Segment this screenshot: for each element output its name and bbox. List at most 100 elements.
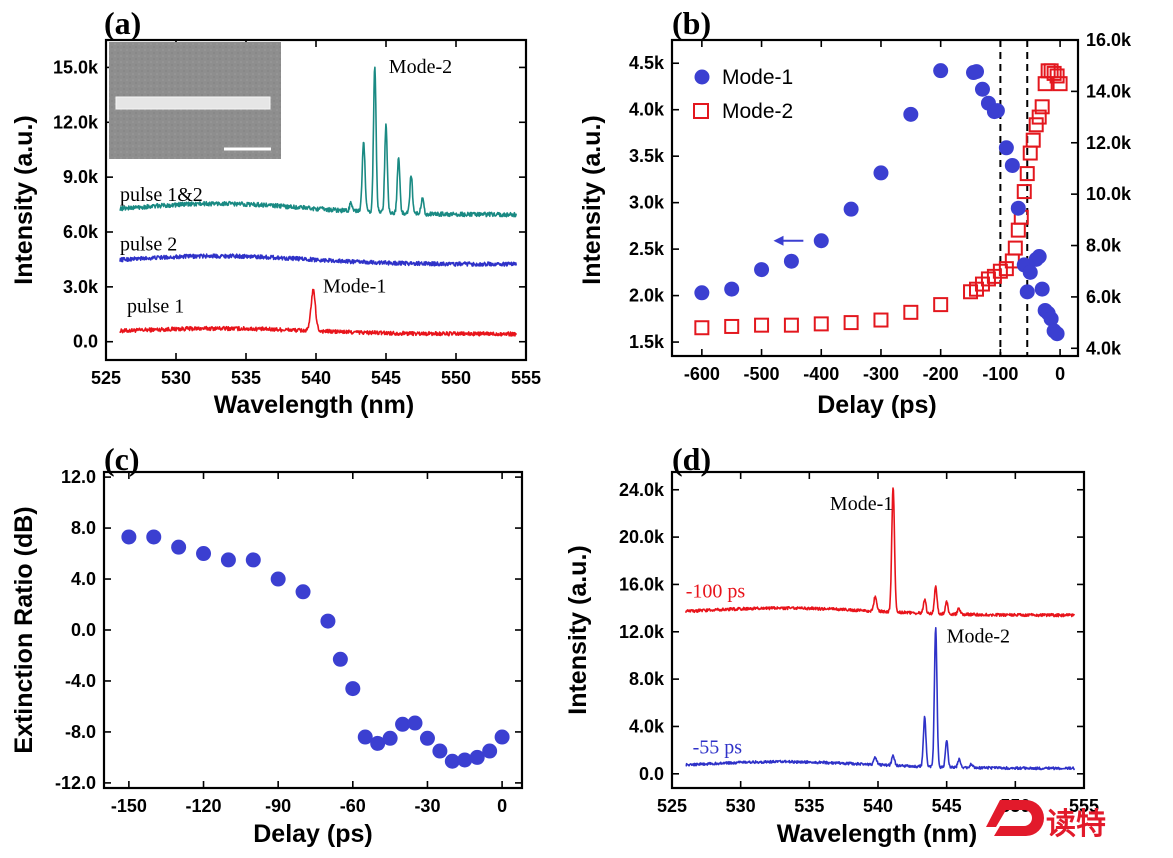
y-tick-label: 8.0 [71, 518, 96, 538]
extinction-point [357, 729, 373, 745]
mode-1-point [969, 64, 984, 80]
y2-tick-label: 8.0k [1086, 236, 1122, 256]
mode-1-point [1019, 284, 1035, 300]
watermark: 读特 [986, 800, 1106, 841]
panel-b-label: (b) [672, 5, 711, 41]
y-tick-label: -4.0 [65, 671, 96, 691]
mode-1-point [754, 262, 770, 278]
annotation-label: Mode-1 [323, 275, 386, 297]
x-tick-label: -100 [982, 364, 1018, 384]
x-tick-label: 540 [863, 796, 893, 816]
y-tick-label: 3.0k [63, 277, 99, 297]
mode-2-point [1016, 184, 1032, 200]
legend-label-mode-1: Mode-1 [722, 66, 793, 89]
panel-c-xlabel: Delay (ps) [253, 820, 372, 848]
panel-c-series [121, 529, 510, 769]
extinction-point [220, 552, 236, 568]
mode-1-point [1049, 326, 1065, 342]
panel-d-frame [670, 470, 1086, 790]
x-tick-label: 545 [371, 368, 401, 388]
sem-image-icon [109, 42, 281, 159]
extinction-point [469, 749, 485, 765]
y2-tick-label: 10.0k [1086, 184, 1132, 204]
mode-2-point [1022, 145, 1038, 161]
y-tick-label: 24.0k [619, 480, 665, 500]
x-tick-label: 525 [91, 368, 121, 388]
mode-2-point [1031, 109, 1047, 125]
annotation-label: Mode-2 [947, 625, 1010, 647]
mode-1-point [694, 285, 710, 301]
mode-2-point [1019, 166, 1035, 182]
panel-b-ylabel: Intensity (a.u.) [578, 115, 606, 284]
annotation-label: Mode-1 [830, 493, 893, 515]
panel-c-frame [102, 470, 524, 790]
mode-2-point [1025, 132, 1041, 148]
panel-a-series [119, 66, 517, 337]
panel-b-arrow [773, 235, 804, 246]
x-tick-label: -30 [414, 796, 440, 816]
y2-tick-label: 14.0k [1086, 81, 1132, 101]
x-tick-label: 535 [231, 368, 261, 388]
mode-1-point [813, 233, 829, 249]
y-tick-label: 16.0k [619, 574, 665, 594]
panel-d-labels: Mode-1 Mode-2 -100 ps -55 ps [686, 493, 1010, 759]
mode-1-point [873, 165, 889, 181]
legend-label-mode-2: Mode-2 [722, 100, 793, 123]
mode-1-point [1034, 281, 1050, 297]
x-tick-label: -400 [803, 364, 839, 384]
extinction-point [444, 753, 460, 769]
extinction-point [482, 743, 498, 759]
annotation-label: -55 ps [693, 737, 743, 759]
annotation-label: pulse 1&2 [120, 184, 203, 206]
panel-d-xlabel: Wavelength (nm) [777, 820, 977, 848]
x-tick-label: 555 [1069, 796, 1099, 816]
panel-d-ticks: 5255305355405455505550.04.0k8.0k12.0k16.… [619, 472, 1099, 816]
panel-b-xlabel: Delay (ps) [817, 391, 936, 419]
x-tick-label: 535 [794, 796, 824, 816]
y-tick-label: 4.0k [629, 716, 665, 736]
y2-tick-label: 16.0k [1086, 30, 1132, 50]
series-line--55-ps [685, 627, 1076, 771]
x-tick-label: -120 [186, 796, 222, 816]
annotation-label: -100 ps [686, 580, 746, 602]
mode-1-point [1043, 311, 1059, 327]
annotation-label: Mode-2 [389, 56, 452, 78]
extinction-point [245, 552, 261, 568]
panel-a-ylabel: Intensity (a.u.) [10, 115, 38, 284]
y-tick-label: 6.0k [63, 222, 99, 242]
y-tick-label: 12.0 [61, 467, 96, 487]
mode-1-point [903, 106, 919, 122]
extinction-point [345, 681, 361, 697]
extinction-point [370, 735, 386, 751]
x-tick-label: -500 [744, 364, 780, 384]
x-tick-label: -90 [265, 796, 291, 816]
x-tick-label: -200 [923, 364, 959, 384]
y-tick-label: 9.0k [63, 167, 99, 187]
mode-2-point [1052, 76, 1068, 92]
extinction-point [171, 539, 187, 555]
mode-2-point [1034, 99, 1050, 115]
y-tick-label: -8.0 [65, 722, 96, 742]
panel-a: (a) Wavelength (nm) Intensity (a.u.) 525… [10, 5, 541, 419]
mode-1-point [783, 253, 799, 269]
mode-2-point [754, 317, 770, 333]
panel-d: (d) Wavelength (nm) Intensity (a.u.) 525… [564, 441, 1099, 848]
mode-1-point [1004, 157, 1020, 173]
panel-d-series [684, 487, 1076, 771]
mode-2-point [724, 318, 740, 334]
x-tick-label: -600 [684, 364, 720, 384]
y-tick-label: 12.0k [53, 112, 99, 132]
panel-b-ticks: -600 -500 -400 -300 -200 -100 0 1.5k 2.0k 2.5k 3.0… [629, 30, 1132, 384]
extinction-point [395, 716, 411, 732]
y-tick-label: 2.5k [629, 239, 665, 259]
y-tick-label: 20.0k [619, 527, 665, 547]
y-tick-label: 0.0 [639, 764, 664, 784]
x-tick-label: 0 [1055, 364, 1065, 384]
mode-2-point [813, 316, 829, 332]
y-tick-label: 2.0k [629, 286, 665, 306]
extinction-point [332, 651, 348, 667]
mode-2-point [1028, 117, 1044, 133]
panel-a-label: (a) [104, 5, 141, 41]
y-tick-label: 4.0k [629, 100, 665, 120]
